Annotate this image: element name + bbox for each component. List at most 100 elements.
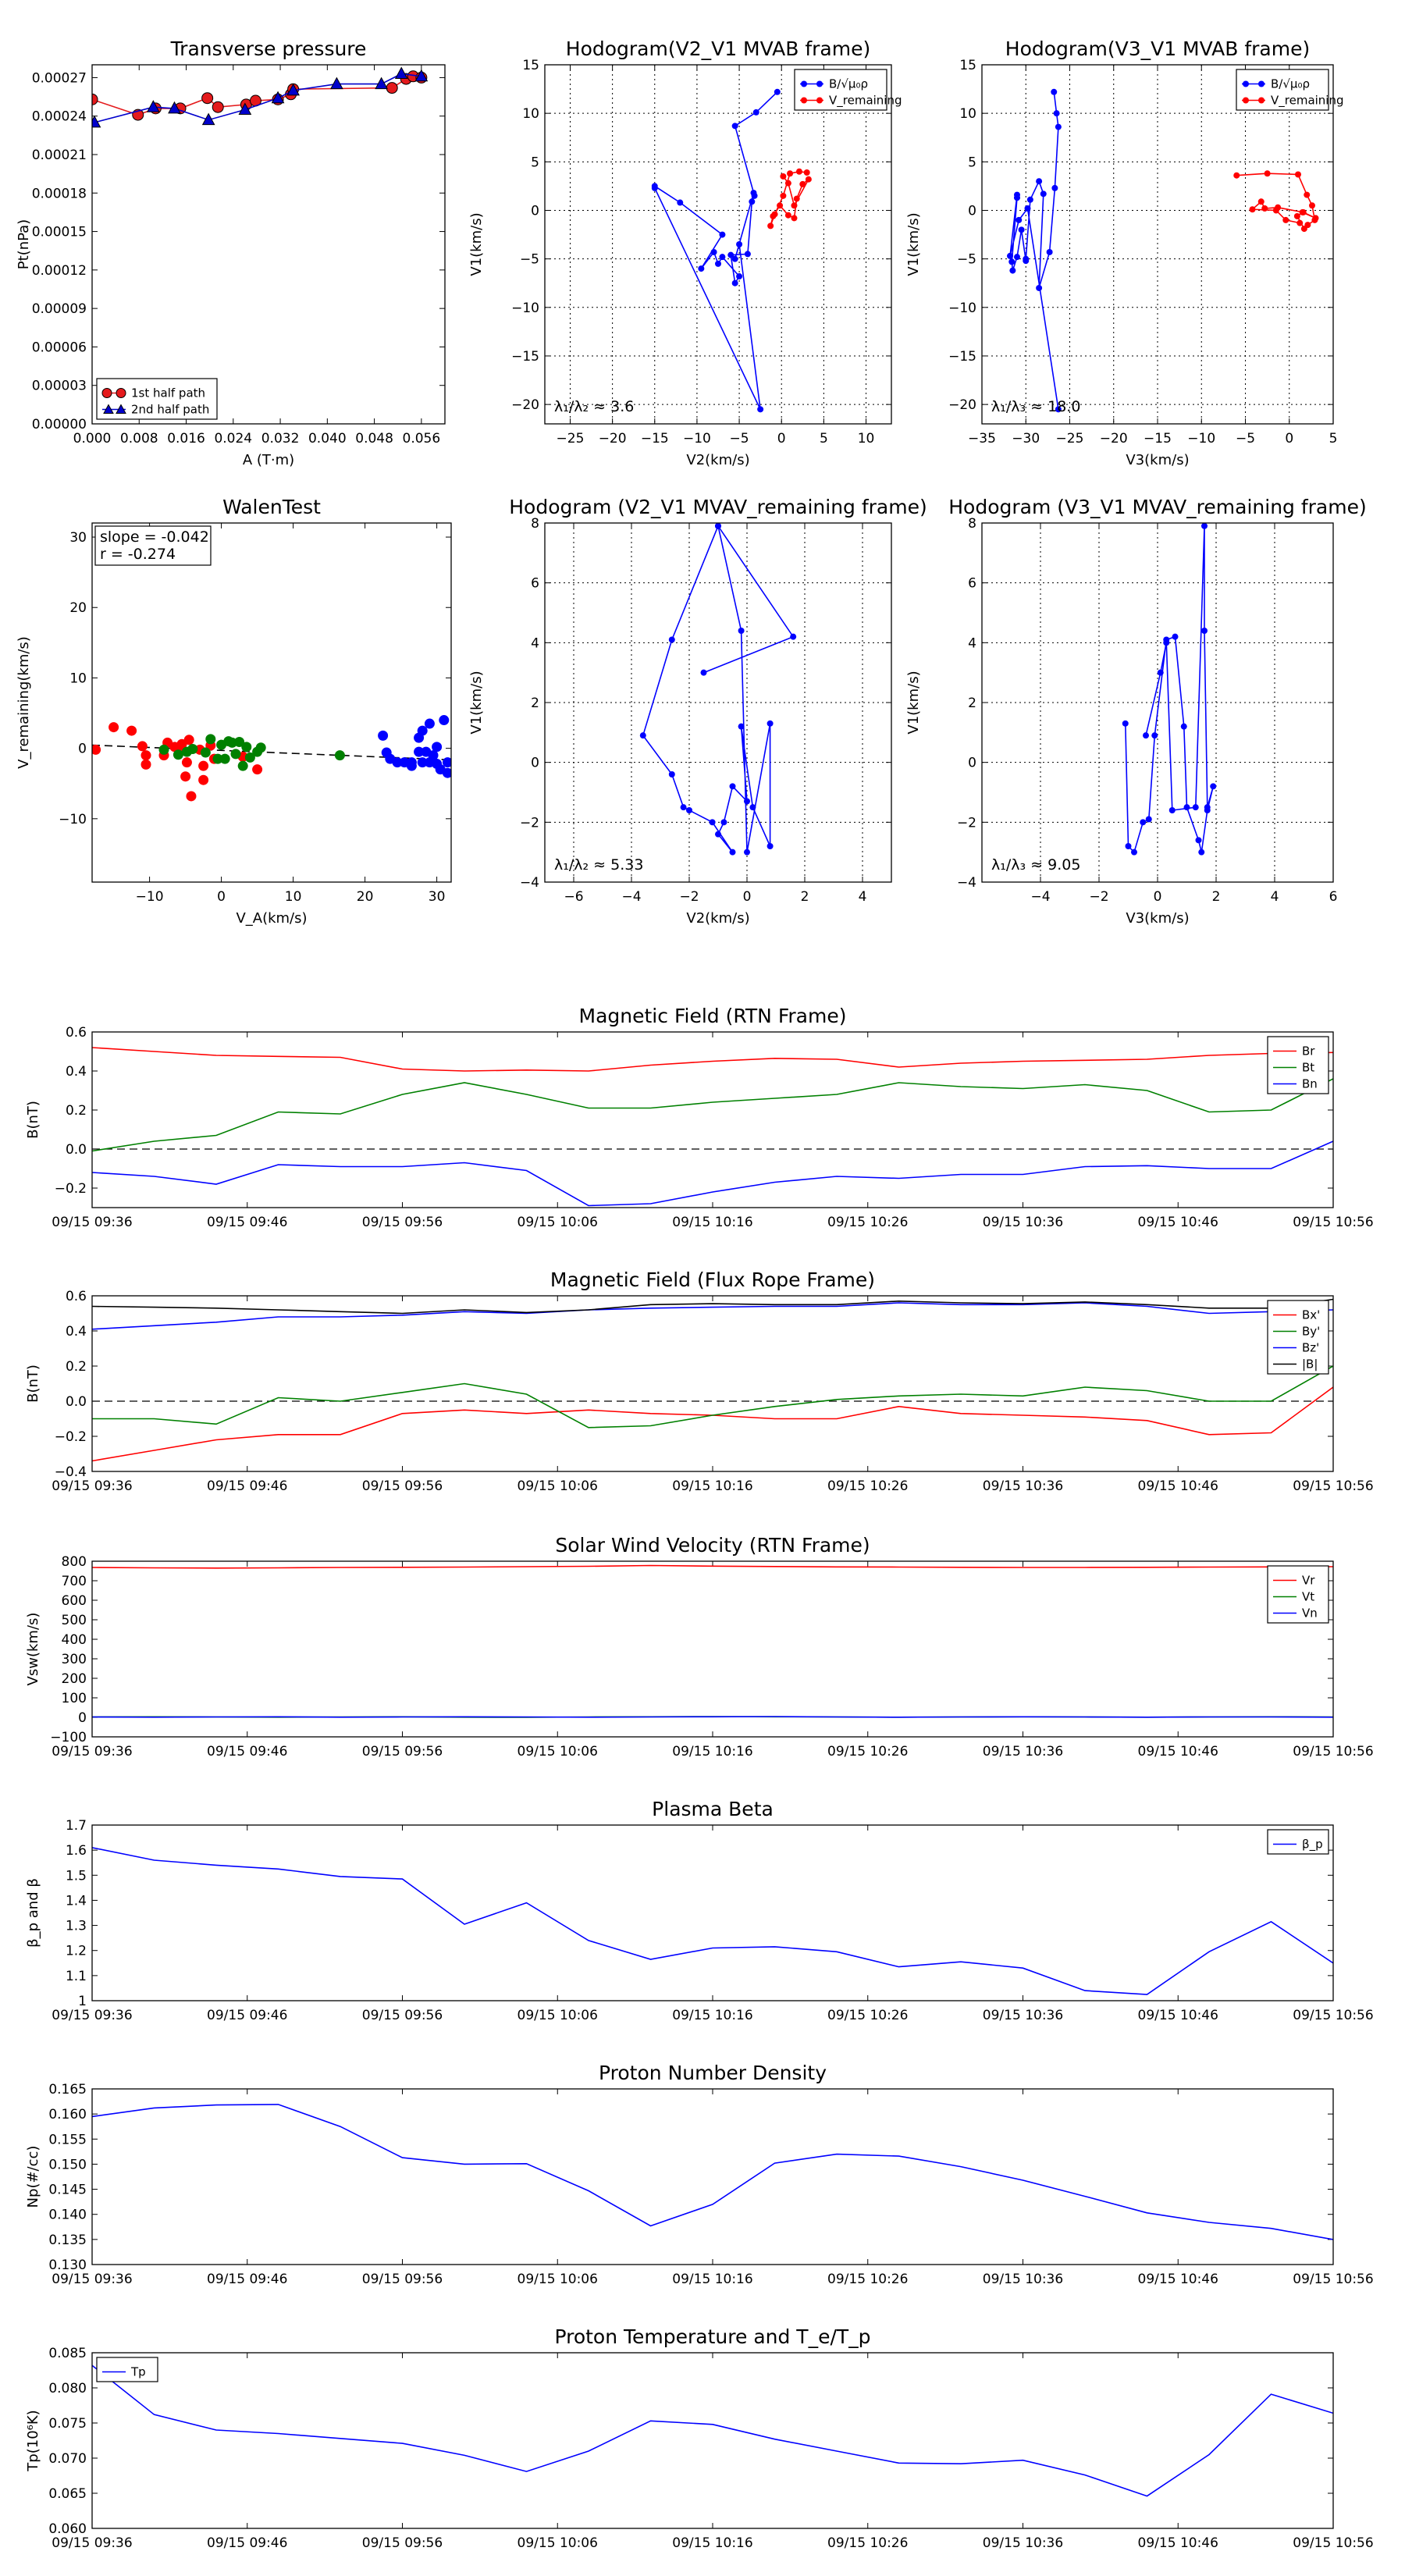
data-point — [715, 831, 721, 838]
y-tick-label: 100 — [62, 1691, 87, 1706]
x-tick-label: 09/15 10:26 — [827, 2272, 908, 2287]
legend-item: V_remaining — [800, 94, 902, 109]
ratio-annotation: λ₁/λ₂ ≈ 3.6 — [554, 398, 634, 415]
data-point — [639, 732, 646, 739]
x-tick-label: 09/15 10:56 — [1293, 2272, 1373, 2287]
data-point — [780, 173, 787, 180]
x-tick-label: −15 — [1144, 431, 1172, 447]
hodogram-v3v1-mvab: Hodogram(V3_V1 MVAB frame) −35 −30 −25 −20 −1… — [905, 37, 1344, 468]
data-point — [1264, 170, 1271, 177]
y-axis-label: V1(km/s) — [905, 212, 922, 276]
x-tick-label: 09/15 09:36 — [52, 2272, 132, 2287]
ratio-annotation: λ₁/λ₃ ≈ 18.0 — [991, 398, 1080, 415]
legend-item: By' — [1273, 1325, 1320, 1339]
data-point — [406, 757, 417, 768]
x-tick-label: 09/15 10:06 — [518, 2535, 598, 2551]
legend-label: Tp — [130, 2365, 146, 2379]
data-point — [744, 798, 750, 805]
data-point — [1312, 215, 1319, 222]
x-tick-label: 09/15 10:26 — [827, 1744, 908, 1759]
y-axis-label: Np(#/cc) — [25, 2146, 41, 2208]
x-tick-label: −6 — [564, 889, 583, 905]
y-tick-label: 6 — [968, 576, 976, 592]
x-tick-label: 09/15 10:56 — [1293, 1744, 1373, 1759]
data-point — [1151, 732, 1158, 739]
x-tick-label: 0.016 — [167, 431, 205, 447]
x-tick-label: 4 — [1271, 889, 1279, 905]
x-axis-label: V2(km/s) — [686, 452, 749, 468]
data-point — [414, 69, 429, 82]
y-axis-label: B(nT) — [25, 1364, 41, 1403]
series-b- — [651, 88, 781, 413]
plot-data — [92, 1847, 1333, 1995]
x-tick-label: 09/15 09:56 — [362, 2272, 443, 2287]
legend: B/√μ₀ρ V_remaining — [794, 69, 902, 111]
series-b- — [1007, 88, 1062, 413]
legend: Bx' By' Bz' |B| — [1267, 1300, 1329, 1375]
legend-marker — [801, 80, 807, 87]
data-point — [799, 180, 806, 187]
y-tick-label: 0.0 — [66, 1142, 87, 1158]
y-tick-label: 1.1 — [66, 1969, 87, 1984]
data-point — [205, 734, 216, 745]
legend-item: Bt — [1273, 1061, 1314, 1075]
data-point — [749, 804, 756, 811]
y-tick-label: −10 — [511, 301, 539, 316]
legend-label: |B| — [1302, 1357, 1318, 1372]
legend-label: Vr — [1302, 1574, 1315, 1588]
y-axis-label: Vsw(km/s) — [25, 1613, 41, 1686]
magnetic-field-rtn: Magnetic Field (RTN Frame) 09/15 09:36 09/… — [25, 1005, 1374, 1230]
x-tick-label: 09/15 10:46 — [1138, 2272, 1218, 2287]
x-tick-label: 09/15 09:36 — [52, 1744, 132, 1759]
series-line — [92, 1302, 1333, 1330]
data-point — [1249, 206, 1256, 213]
data-point — [771, 211, 778, 218]
y-tick-label: 0.00021 — [32, 148, 87, 163]
x-tick-label: 09/15 09:46 — [207, 1744, 287, 1759]
legend-label: 1st half path — [131, 386, 205, 400]
series-line — [92, 2104, 1333, 2240]
y-tick-label: 0 — [968, 756, 976, 771]
data-point — [1024, 205, 1031, 212]
data-point — [200, 747, 211, 758]
y-tick-label: 4 — [531, 635, 539, 651]
y-tick-label: 200 — [62, 1671, 87, 1687]
data-point — [715, 523, 721, 529]
data-point — [700, 669, 707, 676]
y-tick-label: 0.130 — [48, 2258, 87, 2273]
y-tick-label: 800 — [62, 1554, 87, 1570]
series-0 — [639, 523, 797, 856]
x-tick-label: 09/15 10:06 — [518, 1215, 598, 1230]
y-tick-label: −2 — [957, 815, 976, 831]
data-point — [715, 260, 721, 267]
y-axis-label: Tp(10⁶K) — [25, 2410, 41, 2471]
data-point — [241, 742, 252, 753]
chart-title: Proton Number Density — [599, 2062, 827, 2084]
data-point — [394, 66, 408, 79]
x-tick-label: 09/15 09:46 — [207, 2272, 287, 2287]
legend-frame — [96, 2357, 158, 2382]
y-tick-label: −0.4 — [55, 1464, 87, 1480]
chart-title: Magnetic Field (Flux Rope Frame) — [550, 1268, 875, 1291]
data-point — [750, 190, 757, 197]
data-point — [1304, 191, 1311, 198]
data-point — [777, 202, 784, 209]
data-point — [1168, 807, 1176, 813]
x-tick-label: 10 — [858, 431, 875, 447]
y-axis-label: B(nT) — [25, 1101, 41, 1139]
x-tick-label: 09/15 09:56 — [362, 1215, 443, 1230]
data-point — [709, 819, 716, 826]
data-point — [1016, 216, 1023, 223]
x-tick-label: 09/15 10:46 — [1138, 1478, 1218, 1494]
x-tick-label: 09/15 10:56 — [1293, 1215, 1373, 1230]
y-tick-label: 20 — [69, 600, 87, 616]
proton-number-density: Proton Number Density 09/15 09:36 09/15 09… — [25, 2062, 1374, 2287]
data-point — [1131, 849, 1137, 856]
series-line — [92, 1564, 1333, 1569]
data-point — [749, 198, 756, 205]
data-point — [1143, 732, 1149, 739]
data-point — [1210, 783, 1217, 790]
data-point — [392, 757, 403, 768]
y-axis-label: V1(km/s) — [468, 671, 485, 734]
data-point — [668, 771, 675, 777]
